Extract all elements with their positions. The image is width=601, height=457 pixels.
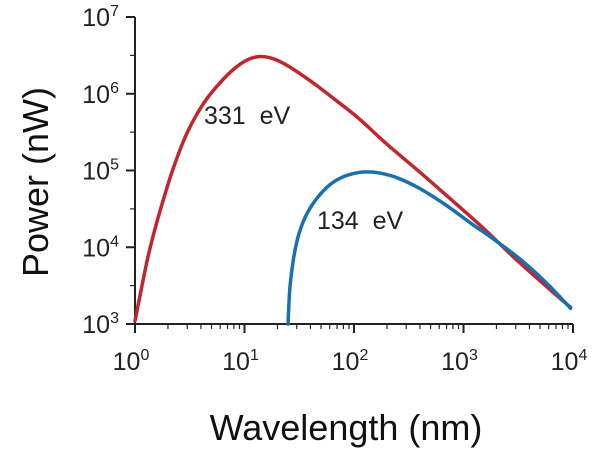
y-tick-label: 104 (82, 233, 119, 262)
y-tick-label: 103 (82, 310, 119, 339)
x-axis-title: Wavelength (nm) (210, 407, 483, 448)
x-tick-label: 100 (113, 347, 150, 376)
x-tick-label: 104 (551, 347, 588, 376)
y-tick-label: 107 (82, 3, 119, 32)
y-tick-label-base: 10 (82, 81, 110, 109)
y-tick-label-base: 10 (82, 4, 110, 32)
annotation-layer: 331 eV 134 eV (204, 102, 404, 235)
x-tick-label-exponent: 2 (359, 347, 368, 364)
x-tick-label: 101 (222, 347, 259, 376)
x-tick-label-exponent: 1 (250, 347, 259, 364)
series-line-0 (133, 54, 573, 323)
series-annotation-134ev: 134 eV (317, 207, 404, 235)
x-tick-label-exponent: 3 (469, 347, 478, 364)
y-tick-label-exponent: 5 (110, 157, 119, 174)
y-tick-label: 105 (82, 157, 119, 186)
y-tick-label-base: 10 (82, 311, 110, 339)
series-annotation-331ev: 331 eV (204, 102, 291, 130)
x-tick-label-base: 10 (441, 348, 469, 376)
y-tick-label-exponent: 6 (110, 80, 119, 97)
y-tick-label-exponent: 3 (110, 310, 119, 327)
y-tick-label: 106 (82, 80, 119, 109)
x-tick-label-base: 10 (222, 348, 250, 376)
x-tick-label: 102 (332, 347, 369, 376)
y-tick-label-exponent: 7 (110, 3, 119, 20)
x-tick-label-exponent: 0 (140, 347, 149, 364)
x-tick-label-exponent: 4 (578, 347, 587, 364)
series-layer (133, 54, 573, 326)
x-tick-label-base: 10 (113, 348, 141, 376)
x-tick-label-base: 10 (332, 348, 360, 376)
x-tick-label-base: 10 (551, 348, 579, 376)
x-ticks: 100 101 102 103 104 (113, 324, 588, 376)
y-axis-title: Power (nW) (15, 87, 56, 277)
x-tick-label: 103 (441, 347, 478, 376)
y-tick-label-exponent: 4 (110, 233, 119, 250)
y-tick-label-base: 10 (82, 158, 110, 186)
series-line-1 (286, 170, 573, 326)
y-tick-label-base: 10 (82, 234, 110, 262)
